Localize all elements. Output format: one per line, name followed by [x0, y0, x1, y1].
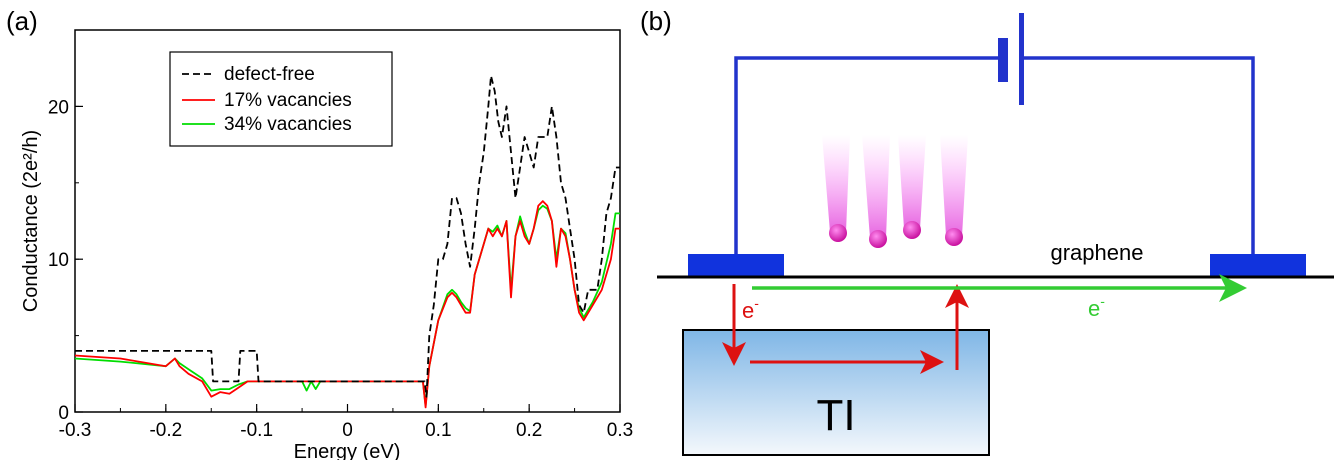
ion-beam-1 [822, 135, 850, 232]
legend-label-34-vacancies: 34% vacancies [224, 114, 352, 135]
series-layer [74, 74, 620, 409]
battery-long-plate [1019, 13, 1024, 105]
x-tick-label: -0.3 [59, 420, 92, 441]
circuit-wire [734, 56, 1255, 258]
green-electron-label: e- [1088, 293, 1105, 321]
ion-beam-3 [898, 135, 926, 229]
y-tick-label: 0 [58, 403, 69, 424]
ion-2 [869, 230, 887, 248]
legend-label-defect-free: defect-free [224, 64, 315, 85]
x-tick-label: 0.1 [425, 420, 451, 441]
panel-b-label: (b) [640, 6, 672, 36]
ion-1 [829, 224, 847, 242]
right-electrode [1210, 254, 1306, 276]
left-electrode [688, 254, 784, 276]
ti-label: TI [816, 391, 855, 440]
y-axis-ticks: 0 10 20 [48, 29, 83, 424]
y-axis-label: Conductance (2e²/h) [20, 130, 42, 312]
y-tick-label: 20 [48, 97, 69, 118]
legend-box [169, 51, 393, 147]
legend: defect-free 17% vacancies 34% vacancies [169, 51, 393, 147]
graphene-label: graphene [1051, 240, 1144, 265]
ion-4 [945, 228, 963, 246]
battery-short-plate [998, 38, 1008, 82]
x-axis-label: Energy (eV) [294, 441, 401, 460]
series-line-34-vacancies [74, 204, 620, 407]
panel-b-schematic: (b) graphene TI e- [640, 6, 1334, 456]
y-tick-label: 10 [48, 250, 69, 271]
x-tick-label: -0.2 [149, 420, 182, 441]
red-electron-label: e- [742, 295, 759, 323]
series-line-defect-free [75, 74, 620, 398]
x-tick-label: 0.3 [607, 420, 633, 441]
ion-beam-4 [940, 135, 968, 236]
legend-label-17-vacancies: 17% vacancies [224, 90, 352, 111]
ion-3 [903, 221, 921, 239]
panel-a-chart: (a) -0.3 -0.2 -0.1 0 0.1 0.2 0.3 0 10 20 Energy … [6, 6, 633, 460]
x-tick-label: -0.1 [240, 420, 273, 441]
x-tick-label: 0.2 [516, 420, 542, 441]
series-line-17-vacancies [74, 200, 620, 409]
x-tick-label: 0 [342, 420, 353, 441]
ion-beam-2 [862, 135, 890, 238]
panel-a-label: (a) [6, 6, 38, 36]
ion-beams [822, 135, 968, 248]
x-axis-ticks: -0.3 -0.2 -0.1 0 0.1 0.2 0.3 [59, 404, 633, 441]
